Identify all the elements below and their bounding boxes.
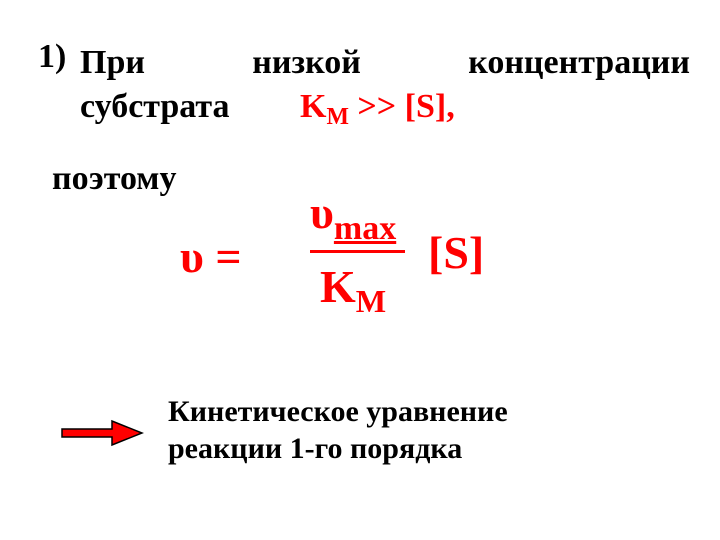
list-number: 1) bbox=[38, 38, 66, 76]
velocity-symbol: υ bbox=[180, 231, 204, 282]
fraction-line bbox=[310, 250, 405, 253]
caption-line1: Кинетическое уравнение bbox=[168, 392, 508, 432]
equals-sign: = bbox=[204, 231, 242, 282]
line1-text: При низкой концентрации bbox=[80, 38, 690, 88]
km-symbol: KМ bbox=[300, 88, 349, 125]
condition-expression: KМ >> [S], bbox=[300, 88, 455, 126]
vmax-subscript: max bbox=[334, 210, 396, 247]
much-greater: >> bbox=[349, 88, 405, 125]
km-den-symbol: K bbox=[320, 261, 356, 312]
vmax-symbol: υ bbox=[310, 187, 334, 238]
therefore-text: поэтому bbox=[52, 160, 176, 198]
line2-text: субстрата bbox=[80, 88, 230, 126]
substrate-conc: [S], bbox=[405, 88, 455, 125]
eq-rhs: [S] bbox=[428, 226, 484, 279]
arrow-icon bbox=[60, 418, 144, 453]
caption-line2: реакции 1-го порядка bbox=[168, 432, 462, 466]
km-subscript: М bbox=[326, 104, 348, 130]
km-den-subscript: М bbox=[356, 283, 386, 319]
eq-lhs: υ = bbox=[180, 230, 242, 283]
eq-numerator: υmax bbox=[310, 186, 396, 247]
eq-denominator: KМ bbox=[320, 260, 386, 313]
slide: 1) При низкой концентрации субстрата KМ … bbox=[0, 0, 720, 540]
